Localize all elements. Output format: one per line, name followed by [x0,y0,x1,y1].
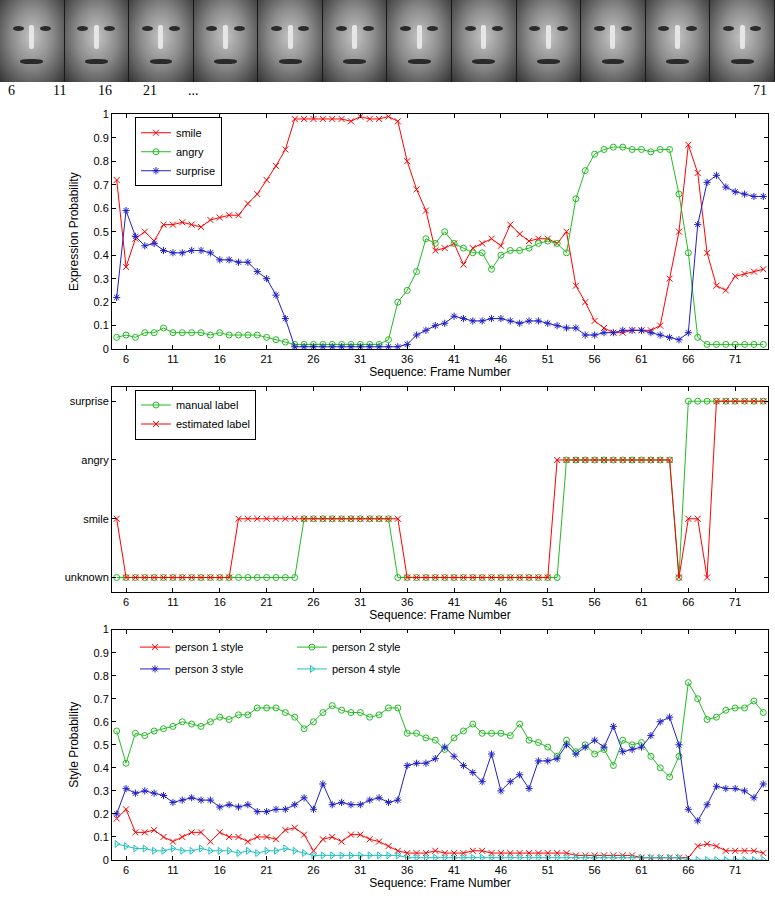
svg-text:0.6: 0.6 [94,202,109,214]
svg-text:0.5: 0.5 [94,739,109,751]
svg-text:6: 6 [123,596,129,608]
svg-text:0: 0 [103,854,109,866]
svg-text:71: 71 [729,864,741,876]
html-text:71: 71 [753,83,767,98]
svg-text:31: 31 [354,864,366,876]
svg-text:26: 26 [307,864,319,876]
svg-text:person 4 style: person 4 style [332,663,400,675]
svg-text:36: 36 [401,353,413,365]
svg-text:66: 66 [682,864,694,876]
html-text:6: 6 [8,83,15,98]
svg-text:surprise: surprise [176,165,215,177]
svg-text:smile: smile [83,513,109,525]
svg-text:31: 31 [354,596,366,608]
svg-text:36: 36 [401,596,413,608]
svg-text:16: 16 [214,864,226,876]
svg-text:46: 46 [495,864,507,876]
svg-text:16: 16 [214,596,226,608]
svg-text:11: 11 [167,596,178,608]
svg-text:0: 0 [103,343,109,355]
svg-text:manual label: manual label [176,399,238,411]
svg-text:Style Probability: Style Probability [67,702,81,788]
svg-text:71: 71 [729,596,741,608]
svg-text:0.1: 0.1 [94,831,109,843]
svg-text:6: 6 [123,353,129,365]
svg-text:41: 41 [448,353,460,365]
svg-text:41: 41 [448,864,460,876]
html-text:21: 21 [143,83,157,98]
svg-text:unknown: unknown [65,571,109,583]
svg-text:51: 51 [542,353,554,365]
svg-text:0.2: 0.2 [94,808,109,820]
svg-text:31: 31 [354,353,366,365]
svg-text:0.9: 0.9 [94,132,109,144]
svg-text:66: 66 [682,353,694,365]
svg-text:0.7: 0.7 [94,693,109,705]
svg-text:26: 26 [307,353,319,365]
svg-text:61: 61 [635,864,647,876]
svg-text:angry: angry [81,454,109,466]
svg-text:0.4: 0.4 [94,249,109,261]
svg-text:Sequence: Frame Number: Sequence: Frame Number [369,608,510,622]
svg-text:smile: smile [176,127,202,139]
html-text:16: 16 [98,83,112,98]
html-text:11: 11 [53,83,67,98]
svg-text:26: 26 [307,596,319,608]
svg-text:person 2 style: person 2 style [332,641,400,653]
svg-text:0.6: 0.6 [94,716,109,728]
svg-text:Sequence: Frame Number: Sequence: Frame Number [369,365,510,379]
svg-text:41: 41 [448,596,460,608]
svg-text:51: 51 [542,864,554,876]
svg-text:6: 6 [123,864,129,876]
svg-text:1: 1 [103,108,109,120]
svg-text:0.8: 0.8 [94,155,109,167]
svg-text:surprise: surprise [70,395,109,407]
svg-text:11: 11 [167,353,178,365]
svg-text:person 3 style: person 3 style [175,663,243,675]
svg-text:0.7: 0.7 [94,179,109,191]
svg-text:Expression Probability: Expression Probability [67,172,81,291]
svg-text:0.2: 0.2 [94,296,109,308]
svg-text:36: 36 [401,864,413,876]
svg-text:56: 56 [589,864,601,876]
svg-text:0.4: 0.4 [94,762,109,774]
svg-text:0.3: 0.3 [94,273,109,285]
svg-text:angry: angry [176,146,204,158]
svg-text:0.8: 0.8 [94,670,109,682]
svg-text:1: 1 [103,623,109,635]
svg-text:Sequence: Frame Number: Sequence: Frame Number [369,876,510,890]
svg-text:21: 21 [261,596,273,608]
svg-text:0.5: 0.5 [94,226,109,238]
svg-text:56: 56 [589,596,601,608]
svg-text:21: 21 [261,353,273,365]
svg-text:46: 46 [495,353,507,365]
svg-text:person 1 style: person 1 style [175,641,243,653]
svg-text:61: 61 [635,596,647,608]
svg-text:11: 11 [167,864,178,876]
svg-text:0.1: 0.1 [94,319,109,331]
svg-text:51: 51 [542,596,554,608]
svg-text:66: 66 [682,596,694,608]
svg-text:46: 46 [495,596,507,608]
svg-text:16: 16 [214,353,226,365]
svg-text:0.3: 0.3 [94,785,109,797]
svg-text:estimated label: estimated label [176,418,250,430]
svg-text:71: 71 [729,353,741,365]
svg-text:56: 56 [589,353,601,365]
svg-text:21: 21 [261,864,273,876]
svg-text:0.9: 0.9 [94,647,109,659]
svg-text:61: 61 [635,353,647,365]
